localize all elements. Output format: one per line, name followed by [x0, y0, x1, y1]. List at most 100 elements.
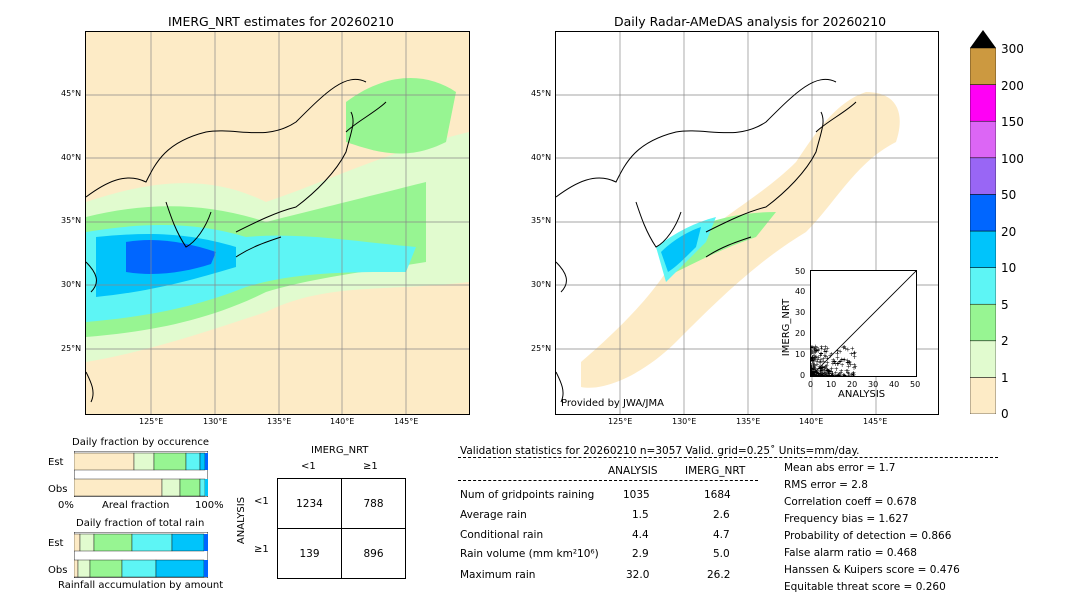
validation-row-label: Rain volume (mm km²10⁶) [460, 548, 599, 560]
score-line: Hanssen & Kuipers score = 0.476 [784, 564, 960, 576]
scatter-point: + [811, 349, 815, 356]
scatter-y-tick: 10 [795, 350, 806, 359]
scatter-point: + [841, 357, 846, 364]
scatter-point: + [835, 351, 840, 358]
scatter-y-tick: 30 [795, 308, 806, 317]
scatter-point: + [853, 364, 858, 371]
scatter-point: + [811, 372, 814, 376]
scatter-point: + [811, 366, 814, 373]
colorbar-tick: 2 [1001, 334, 1009, 348]
scatter-x-tick: 10 [826, 380, 837, 389]
scatter-point: + [811, 361, 816, 368]
scatter-point: + [815, 369, 820, 376]
scatter-point: + [819, 371, 824, 376]
contingency-cell: 1234 [277, 478, 342, 529]
scatter-point: + [812, 371, 817, 376]
scatter-point: + [817, 372, 822, 376]
validation-header: Validation statistics for 20260210 n=305… [460, 445, 860, 457]
rain-north [346, 78, 456, 154]
rain-band-dark [126, 240, 216, 275]
scatter-point: + [811, 372, 814, 376]
scatter-point: + [812, 347, 817, 354]
scatter-point: + [814, 348, 819, 355]
scatter-point: + [815, 358, 820, 365]
scatter-point: + [813, 369, 818, 376]
scatter-point: + [842, 356, 847, 363]
scatter-point: + [818, 369, 823, 376]
scatter-point: + [811, 353, 816, 360]
scatter-point: + [841, 372, 846, 376]
contingency-table: 1234 788 139 896 [277, 478, 406, 579]
contingency-col-lt: <1 [301, 461, 316, 472]
scatter-point: + [829, 368, 834, 375]
validation-row-analysis: 4.4 [632, 529, 649, 541]
scatter-point: + [823, 364, 828, 371]
scatter-point: + [844, 368, 849, 375]
score-line: Frequency bias = 1.627 [784, 513, 909, 525]
scatter-point: + [842, 372, 847, 376]
scatter-point: + [813, 349, 818, 356]
scatter-point: + [818, 352, 823, 359]
scatter-point: + [825, 346, 830, 353]
colorbar-cell [970, 303, 996, 342]
colorbar-tick: 100 [1001, 152, 1024, 166]
scatter-point: + [835, 348, 840, 355]
scatter-point: + [843, 345, 848, 352]
scatter-point: + [811, 369, 815, 376]
scatter-point: + [811, 370, 814, 376]
scatter-point: + [852, 351, 857, 358]
scatter-point: + [824, 370, 829, 376]
scatter-inset: + + + + + + + + + + + + + + + + + + + + + + + + + + + + + + + + + + + + + + + +… [809, 270, 917, 380]
scatter-point: + [823, 370, 828, 376]
scatter-point: + [845, 347, 850, 354]
colorbar-cell [970, 230, 996, 268]
scatter-point: + [845, 370, 850, 376]
scatter-point: + [848, 362, 853, 369]
colorbar-cell [970, 377, 996, 414]
scatter-point: + [816, 371, 821, 376]
lon-label: 135°E [736, 417, 761, 426]
right-map-title: Daily Radar-AMeDAS analysis for 20260210 [614, 14, 887, 29]
fraction-occ-obs-label: Obs [48, 484, 68, 495]
scatter-point: + [811, 372, 814, 376]
right-map-canvas [556, 32, 938, 414]
score-line: Correlation coeff = 0.678 [784, 496, 917, 508]
validation-row-analysis: 32.0 [626, 569, 650, 581]
left-map-grid [86, 32, 469, 414]
scatter-point: + [825, 356, 830, 363]
scatter-point: + [811, 357, 816, 364]
validation-row-imerg: 5.0 [713, 548, 730, 560]
colorbar-cell [970, 267, 996, 305]
scatter-point: + [830, 371, 835, 376]
scatter-point: + [820, 371, 825, 376]
scatter-x-tick: 50 [910, 380, 921, 389]
scatter-point: + [812, 356, 817, 363]
scatter-point: + [828, 368, 833, 375]
scatter-point: + [811, 370, 816, 376]
scatter-point: + [811, 369, 814, 376]
scatter-point: + [811, 367, 815, 374]
scatter-point: + [839, 368, 844, 375]
scatter-point: + [816, 348, 821, 355]
validation-col-analysis: ANALYSIS [608, 465, 658, 477]
validation-col-imerg: IMERG_NRT [685, 465, 746, 477]
validation-row-imerg: 26.2 [707, 569, 731, 581]
scatter-x-tick: 0 [808, 380, 814, 389]
data-credit: Provided by JWA/JMA [561, 398, 664, 409]
validation-row-analysis: 1.5 [632, 509, 649, 521]
fraction-axis-right: 100% [195, 500, 224, 511]
scatter-point: + [820, 365, 825, 372]
colorbar-cell [970, 194, 996, 232]
contingency-row-ge: ≥1 [254, 544, 269, 555]
score-line: False alarm ratio = 0.468 [784, 547, 917, 559]
scatter-point: + [811, 367, 815, 374]
scatter-point: + [830, 361, 835, 368]
scatter-point: + [851, 372, 856, 376]
scatter-point: + [852, 354, 857, 361]
scatter-point: + [811, 370, 815, 376]
colorbar-cell [970, 47, 996, 85]
scatter-point: + [811, 357, 815, 364]
scatter-point: + [830, 370, 835, 376]
scatter-point: + [825, 368, 830, 375]
scatter-point: + [837, 371, 842, 376]
